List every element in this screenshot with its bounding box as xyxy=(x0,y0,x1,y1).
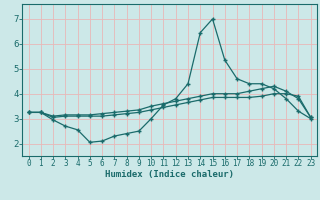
X-axis label: Humidex (Indice chaleur): Humidex (Indice chaleur) xyxy=(105,170,234,179)
